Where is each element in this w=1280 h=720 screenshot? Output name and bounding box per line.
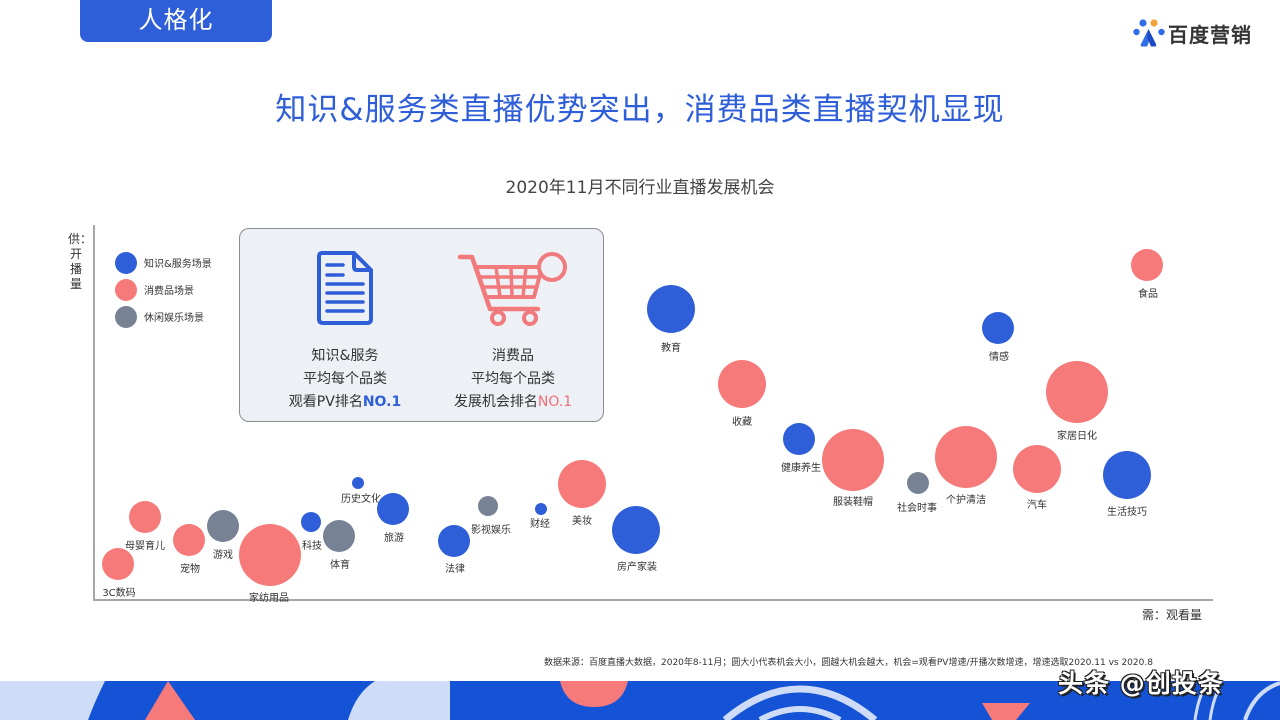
bubble-label: 服装鞋帽 <box>833 497 873 508</box>
legend-item-consumer: 消费品场景 <box>115 276 212 303</box>
bubble-label: 宠物 <box>180 564 200 575</box>
legend-item-knowledge: 知识&服务场景 <box>115 249 212 276</box>
bubble-label: 生活技巧 <box>1107 507 1147 518</box>
x-axis-line <box>93 599 1213 601</box>
page-headline: 知识&服务类直播优势突出，消费品类直播契机显现 <box>275 92 1005 128</box>
chart-legend: 知识&服务场景 消费品场景 休闲娱乐场景 <box>115 249 212 330</box>
bubble-label: 情感 <box>989 352 1009 363</box>
bubble-consumer <box>129 501 161 533</box>
info-knowledge-column: 知识&服务 平均每个品类 观看PV排名NO.1 <box>260 251 430 414</box>
bubble-knowledge <box>535 503 547 515</box>
bubble-knowledge <box>783 423 815 455</box>
x-axis-label: 需：观看量 <box>1142 608 1203 622</box>
rank-prefix: 发展机会排名 <box>453 394 538 410</box>
bubble-consumer <box>173 524 205 556</box>
bubble-knowledge <box>1103 451 1151 499</box>
bubble-label: 科技 <box>302 541 322 552</box>
bubble-label: 收藏 <box>732 417 752 428</box>
bubble-consumer <box>239 524 301 586</box>
bubble-label: 母婴育儿 <box>125 541 165 552</box>
info-consumer-rank: 发展机会排名NO.1 <box>428 391 598 414</box>
bubble-knowledge <box>438 525 470 557</box>
rank-prefix: 观看PV排名 <box>288 394 363 410</box>
bubble-leisure <box>478 496 498 516</box>
decorative-shapes-icon <box>0 681 1280 720</box>
legend-label: 知识&服务场景 <box>144 259 212 270</box>
shopping-cart-icon <box>428 251 598 331</box>
bubble-consumer <box>102 548 134 580</box>
bubble-label: 家居日化 <box>1057 431 1097 442</box>
bubble-label: 游戏 <box>213 550 233 561</box>
bubble-knowledge <box>352 477 364 489</box>
watermark: 头条 @创投条 <box>1058 669 1224 698</box>
document-icon <box>260 251 430 331</box>
legend-label: 休闲娱乐场景 <box>144 313 204 324</box>
bubble-consumer <box>822 429 884 491</box>
bubble-consumer <box>558 460 606 508</box>
info-consumer-title: 消费品 <box>492 348 534 364</box>
bubble-consumer <box>1013 445 1061 493</box>
bubble-leisure <box>207 510 239 542</box>
data-source-footnote: 数据来源：百度直播大数据，2020年8-11月；圆大小代表机会大小，圆越大机会越… <box>544 658 1153 668</box>
legend-item-leisure: 休闲娱乐场景 <box>115 303 212 330</box>
bubble-consumer <box>718 360 766 408</box>
bubble-label: 社会时事 <box>897 503 937 514</box>
bubble-leisure <box>323 520 355 552</box>
rank-highlight: NO.1 <box>362 394 402 410</box>
info-knowledge-title: 知识&服务 <box>311 348 379 364</box>
bubble-label: 影视娱乐 <box>471 525 511 536</box>
info-consumer-column: 消费品 平均每个品类 发展机会排名NO.1 <box>428 251 598 414</box>
bubble-label: 体育 <box>330 560 350 571</box>
y-axis-line <box>93 225 95 601</box>
bubble-label: 教育 <box>661 343 681 354</box>
brand-name: 百度营销 <box>1168 22 1252 47</box>
bubble-knowledge <box>982 312 1014 344</box>
bubble-consumer <box>1046 361 1108 423</box>
info-consumer-subtitle: 平均每个品类 <box>471 371 555 387</box>
chart-title: 2020年11月不同行业直播发展机会 <box>505 178 775 198</box>
bubble-label: 汽车 <box>1027 500 1047 511</box>
bubble-label: 房产家装 <box>617 562 657 573</box>
bubble-label: 3C数码 <box>102 588 136 599</box>
bubble-knowledge <box>612 506 660 554</box>
bubble-knowledge <box>301 512 321 532</box>
brand-logo: 百度营销 <box>1133 18 1252 48</box>
bubble-label: 旅游 <box>384 533 404 544</box>
legend-dot-blue-icon <box>115 251 137 274</box>
section-tag: 人格化 <box>80 0 272 42</box>
baidu-marketing-logo-icon <box>1133 19 1165 47</box>
legend-dot-pink-icon <box>115 278 137 301</box>
legend-label: 消费品场景 <box>144 286 194 297</box>
bubble-label: 历史文化 <box>341 494 381 505</box>
bubble-consumer <box>935 426 997 488</box>
info-knowledge-subtitle: 平均每个品类 <box>303 371 387 387</box>
decorative-footer-band <box>0 681 1280 720</box>
bubble-label: 健康养生 <box>781 463 821 474</box>
bubble-knowledge <box>377 493 409 525</box>
bubble-label: 财经 <box>530 519 550 530</box>
bubble-label: 食品 <box>1138 289 1158 300</box>
bubble-label: 美妆 <box>572 516 592 527</box>
rank-highlight: NO.1 <box>537 394 573 410</box>
bubble-label: 家纺用品 <box>249 593 289 604</box>
legend-dot-gray-icon <box>115 305 137 328</box>
bubble-consumer <box>1131 249 1163 281</box>
bubble-label: 法律 <box>445 564 465 575</box>
bubble-label: 个护清洁 <box>946 495 986 506</box>
bubble-knowledge <box>647 285 695 333</box>
bubble-leisure <box>907 472 929 494</box>
y-axis-label: 供：开播量 <box>68 232 93 291</box>
info-callout-box: 知识&服务 平均每个品类 观看PV排名NO.1 消费品 平均每个品类 发展机会排… <box>239 228 604 422</box>
info-knowledge-rank: 观看PV排名NO.1 <box>260 391 430 414</box>
